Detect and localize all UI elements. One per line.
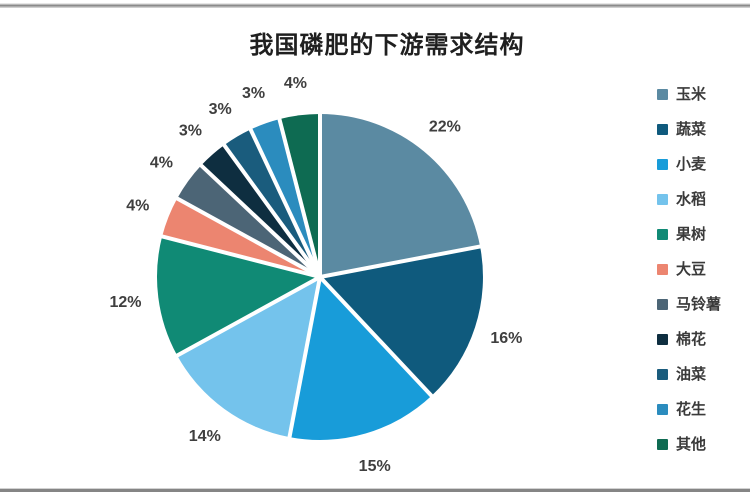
- legend-label: 蔬菜: [676, 121, 707, 138]
- pie-slice-0: [320, 114, 481, 277]
- legend-swatch-icon: [657, 334, 668, 345]
- pie-percent-label-9: 3%: [242, 85, 265, 102]
- chart-title: 我国磷肥的下游需求结构: [249, 32, 525, 59]
- legend-swatch-icon: [657, 439, 668, 450]
- pie-slice-4: [157, 236, 320, 356]
- legend-label: 油菜: [676, 366, 707, 383]
- legend-swatch-icon: [657, 404, 668, 415]
- pie-separator-line: [318, 275, 434, 398]
- legend-label: 果树: [676, 226, 707, 243]
- legend-label: 水稻: [676, 191, 707, 208]
- pie-percent-label-7: 3%: [179, 123, 202, 140]
- pie-slice-2: [289, 277, 432, 440]
- legend-item-4: 果树: [657, 217, 721, 252]
- legend-item-6: 马铃薯: [657, 287, 721, 322]
- top-divider-line: [0, 3, 750, 8]
- legend-swatch-icon: [657, 124, 668, 135]
- pie-percent-label-2: 15%: [359, 458, 391, 475]
- pie-separator-line: [277, 117, 322, 278]
- legend-item-10: 其他: [657, 427, 721, 462]
- legend-item-8: 油菜: [657, 357, 721, 392]
- pie-separator-line: [175, 275, 321, 358]
- legend-label: 其他: [676, 436, 707, 453]
- legend-label: 大豆: [676, 261, 707, 278]
- pie-slice-8: [224, 129, 320, 277]
- pie-separator-line: [319, 244, 482, 279]
- legend-label: 棉花: [676, 331, 707, 348]
- pie-separator-line: [248, 127, 322, 278]
- legend-item-3: 水稻: [657, 182, 721, 217]
- pie-percent-label-10: 4%: [284, 75, 307, 92]
- legend-label: 玉米: [676, 86, 707, 103]
- legend-item-5: 大豆: [657, 252, 721, 287]
- pie-slice-6: [177, 165, 320, 277]
- legend-swatch-icon: [657, 89, 668, 100]
- legend-item-0: 玉米: [657, 77, 721, 112]
- legend: 玉米蔬菜小麦水稻果树大豆马铃薯棉花油菜花生其他: [657, 77, 721, 462]
- legend-swatch-icon: [657, 159, 668, 170]
- bottom-divider-line: [0, 488, 750, 492]
- legend-swatch-icon: [657, 229, 668, 240]
- legend-item-7: 棉花: [657, 322, 721, 357]
- pie-percent-label-6: 4%: [150, 154, 173, 171]
- legend-label: 花生: [676, 401, 707, 418]
- legend-label: 小麦: [676, 156, 707, 173]
- pie-slice-1: [320, 246, 483, 396]
- pie-percent-label-4: 12%: [109, 294, 141, 311]
- legend-label: 马铃薯: [676, 296, 722, 313]
- pie-percent-label-5: 4%: [126, 197, 149, 214]
- legend-item-2: 小麦: [657, 147, 721, 182]
- pie-slice-7: [201, 145, 320, 277]
- pie-separator-line: [175, 196, 321, 279]
- pie-percent-label-8: 3%: [209, 101, 232, 118]
- legend-item-9: 花生: [657, 392, 721, 427]
- pie-separator-line: [221, 143, 322, 279]
- pie-percent-label-0: 22%: [429, 119, 461, 136]
- legend-swatch-icon: [657, 369, 668, 380]
- pie-percent-label-3: 14%: [189, 428, 221, 445]
- legend-swatch-icon: [657, 264, 668, 275]
- pie-percent-label-1: 16%: [490, 330, 522, 347]
- legend-item-1: 蔬菜: [657, 112, 721, 147]
- legend-swatch-icon: [657, 194, 668, 205]
- pie-separator-line: [199, 163, 322, 279]
- pie-slices-group: 22% 16% 15% 14% 12% 4% 4% 3% 3% 3% 4%: [109, 75, 522, 475]
- pie-separator-line: [287, 276, 322, 439]
- pie-separator-line: [160, 234, 321, 279]
- legend-swatch-icon: [657, 299, 668, 310]
- pie-slice-3: [177, 277, 320, 438]
